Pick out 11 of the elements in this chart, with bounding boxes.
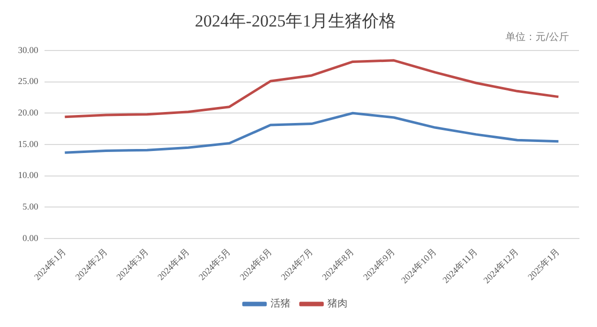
- legend-label: 活猪: [270, 298, 290, 310]
- y-tick-label: 20.00: [18, 107, 39, 118]
- chart-title: 2024年-2025年1月生猪价格: [194, 12, 396, 31]
- text: 单位：元/公斤: [506, 30, 569, 44]
- y-tick-label: 0.00: [22, 232, 39, 243]
- y-tick-label: 15.00: [18, 138, 39, 149]
- y-tick-label: 30.00: [18, 44, 39, 55]
- y-tick-label: 25.00: [18, 76, 39, 86]
- y-tick-label: 10.00: [18, 170, 39, 180]
- legend-label: 猪肉: [328, 298, 348, 310]
- y-tick-label: 5.00: [22, 202, 39, 212]
